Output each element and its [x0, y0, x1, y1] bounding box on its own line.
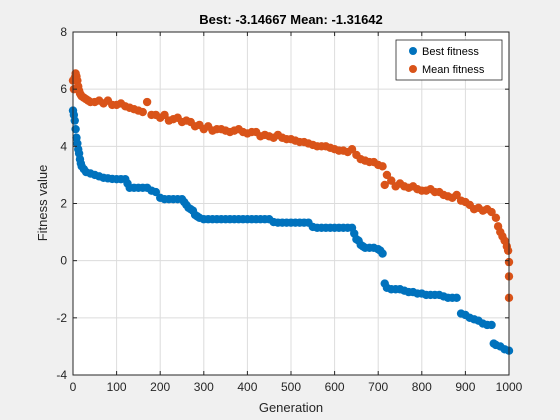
x-tick-label: 200 [150, 380, 170, 394]
x-tick-label: 900 [455, 380, 475, 394]
data-point [378, 249, 387, 258]
legend-box [395, 39, 503, 81]
data-point [347, 144, 357, 154]
y-tick-label: 8 [60, 25, 67, 39]
x-axis-label: Generation [259, 400, 323, 415]
data-point [487, 320, 496, 330]
grid [73, 32, 509, 375]
y-tick-label: 4 [60, 139, 67, 153]
data-point [138, 107, 147, 117]
ticks: 0 100 200 300 400 500 600 700 800 900 1000 -4 -2 0 2 4 6… [56, 25, 522, 394]
data-point [380, 180, 389, 190]
x-tick-label: 100 [107, 380, 127, 394]
y-tick-label: -4 [56, 368, 67, 382]
legend-marker-mean [409, 65, 417, 73]
data-point [160, 110, 169, 120]
y-tick-label: 2 [60, 197, 67, 211]
x-tick-label: 500 [281, 380, 301, 394]
data-point [151, 187, 161, 197]
legend-marker-best [409, 47, 417, 55]
series-mean-fitness [68, 69, 514, 303]
x-tick-label: 700 [368, 380, 388, 394]
y-axis-label: Fitness value [35, 165, 50, 242]
x-tick-label: 600 [325, 380, 345, 394]
x-tick-label: 800 [412, 380, 432, 394]
data-point [452, 190, 461, 200]
legend-label-best: Best fitness [422, 46, 479, 58]
x-tick-label: 300 [194, 380, 214, 394]
data-point [387, 176, 396, 185]
data-point [452, 293, 461, 303]
chart-title: Best: -3.14667 Mean: -1.31642 [199, 12, 383, 27]
data-point [142, 97, 152, 107]
data-point [378, 162, 387, 171]
data-point [70, 116, 79, 125]
y-tick-label: -2 [56, 311, 67, 325]
x-tick-label: 400 [237, 380, 257, 394]
data-point [382, 170, 392, 180]
data-point [71, 124, 80, 134]
data-point [503, 246, 513, 255]
x-tick-label: 0 [70, 380, 77, 394]
x-tick-label: 1000 [496, 380, 523, 394]
data-point [487, 207, 496, 217]
y-tick-label: 6 [60, 82, 67, 96]
legend: Best fitness Mean fitness [395, 39, 503, 81]
data-point [491, 213, 501, 222]
y-tick-label: 0 [60, 254, 67, 268]
legend-label-mean: Mean fitness [422, 64, 485, 76]
